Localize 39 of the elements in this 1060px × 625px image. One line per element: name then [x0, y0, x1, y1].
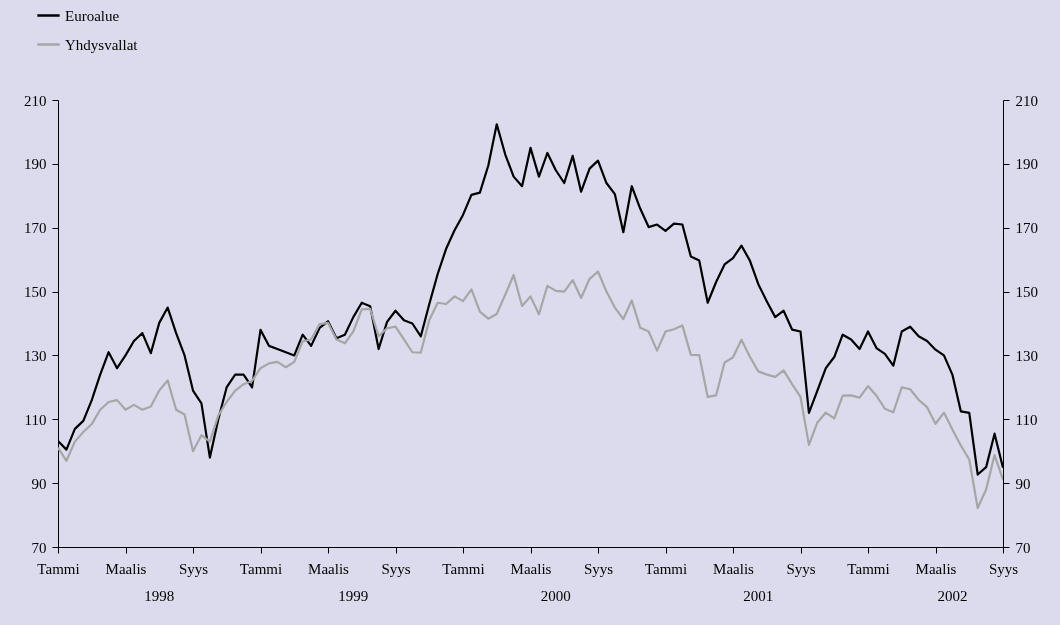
y-tick-label: 190 [24, 156, 47, 173]
legend-label: Euroalue [65, 7, 120, 24]
x-tick-label: Tammi [644, 560, 688, 577]
text: 2000 [540, 588, 571, 604]
y2-tick-label: 130 [1015, 347, 1038, 364]
x-tick-label: Syys [381, 560, 411, 577]
x-tick-label: Syys [988, 560, 1019, 577]
y2-tick-label: 110 [1015, 411, 1038, 428]
y2-tick-label: 90 [1015, 475, 1031, 492]
y2-tick-label: 70 [1015, 539, 1031, 556]
y-tick-label: 130 [24, 347, 47, 364]
x-tick-label: Tammi [847, 560, 890, 577]
x-tick-label: Maalis [308, 560, 350, 577]
y-tick-label: 170 [24, 220, 47, 237]
y-tick-label: 90 [31, 475, 47, 492]
y-tick-label: 110 [24, 411, 47, 428]
x-tick-label: Syys [786, 560, 816, 577]
text: 2002 [937, 588, 968, 604]
y2-tick-label: 210 [1015, 92, 1038, 109]
y-tick-label: 210 [24, 92, 47, 109]
text: 1999 [338, 588, 369, 604]
y2-tick-label: 150 [1015, 284, 1038, 301]
y2-tick-label: 170 [1015, 220, 1038, 237]
text: 2001 [743, 588, 774, 604]
x-tick-label: Maalis [915, 560, 957, 577]
line-series [58, 270, 1003, 510]
x-tick-label: Tammi [37, 560, 80, 577]
x-tick-label: Tammi [442, 560, 485, 577]
x-tick-label: Syys [178, 560, 209, 577]
y-tick-label: 150 [24, 284, 47, 301]
text: 1998 [144, 588, 175, 604]
legend-label: Yhdysvallat [65, 36, 139, 53]
x-tick-label: Maalis [713, 560, 755, 577]
x-tick-label: Syys [583, 560, 614, 577]
y2-tick-label: 190 [1015, 156, 1038, 173]
y-tick-label: 70 [31, 539, 47, 556]
x-tick-label: Tammi [239, 560, 283, 577]
x-tick-label: Maalis [105, 560, 147, 577]
x-tick-label: Maalis [510, 560, 552, 577]
